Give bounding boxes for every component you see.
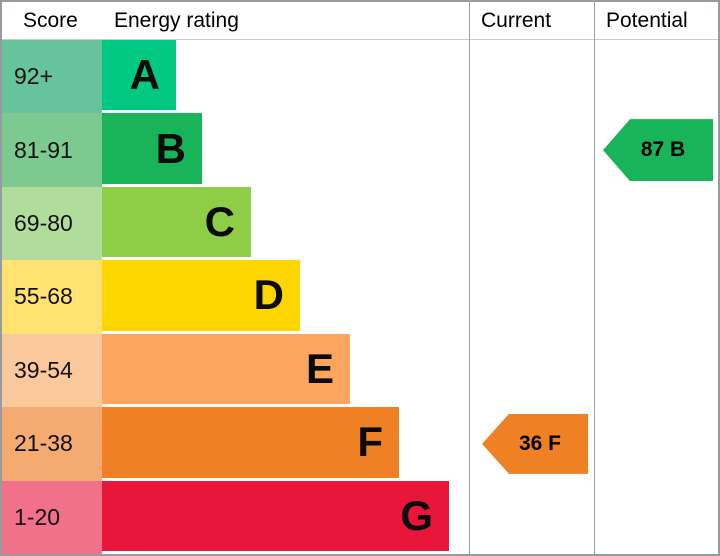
current-rating-arrow: 36 F [482, 413, 588, 474]
band-row-a: 92+ A [2, 40, 718, 114]
band-row-d: 55-68 D [2, 260, 718, 334]
score-range-d: 55-68 [2, 260, 102, 334]
band-row-f: 21-38 F 36 F [2, 407, 718, 481]
score-range-c: 69-80 [2, 186, 102, 261]
header-current: Current [481, 8, 552, 32]
rating-bar-d: D [102, 260, 300, 331]
rating-bar-e: E [102, 333, 350, 405]
rating-bar-a: A [102, 40, 176, 111]
header-score: Score [23, 8, 78, 32]
rating-bar-b: B [102, 113, 202, 184]
rating-bar-c: C [102, 186, 251, 258]
potential-rating-arrow: 87 B [603, 119, 713, 182]
score-range-a: 92+ [2, 40, 102, 114]
band-rows: 92+ A 81-91 B 87 B 69-80 C 55-68 D 39-54 E 21-38 F 36… [2, 40, 718, 554]
score-range-g: 1-20 [2, 480, 102, 554]
header-potential: Potential [606, 8, 688, 32]
band-row-e: 39-54 E [2, 333, 718, 408]
band-row-g: 1-20 G [2, 480, 718, 554]
score-range-e: 39-54 [2, 333, 102, 408]
score-range-b: 81-91 [2, 113, 102, 187]
band-row-c: 69-80 C [2, 186, 718, 261]
score-range-f: 21-38 [2, 407, 102, 481]
header-row: Score Energy rating Current Potential [2, 2, 718, 40]
potential-column-divider [594, 2, 595, 554]
rating-bar-g: G [102, 480, 449, 551]
rating-bar-f: F [102, 407, 399, 478]
band-row-b: 81-91 B 87 B [2, 113, 718, 187]
header-energy-rating: Energy rating [114, 8, 239, 32]
current-column-divider [469, 2, 470, 554]
